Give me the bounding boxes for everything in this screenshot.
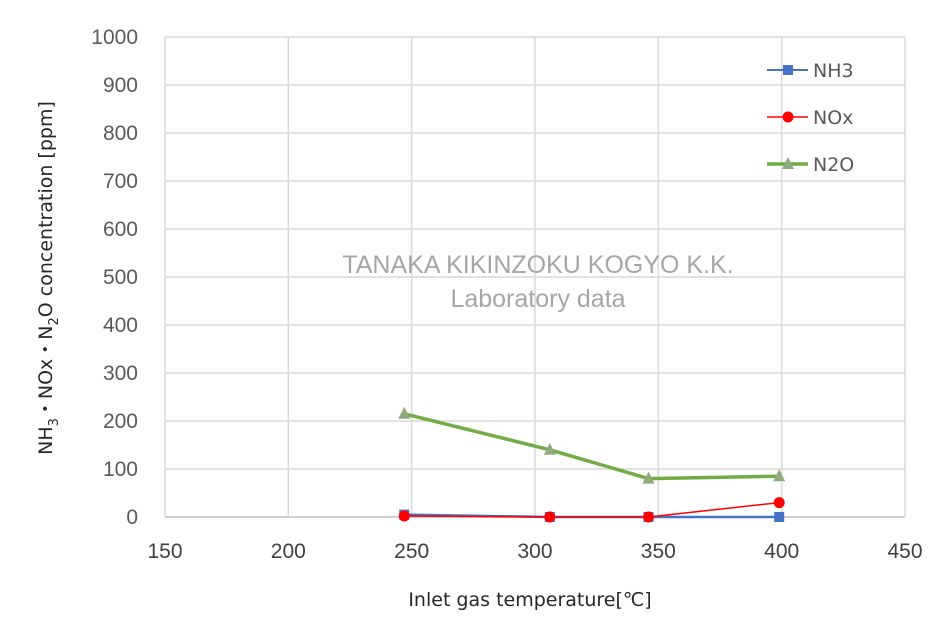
circle-marker-icon (544, 511, 556, 523)
square-marker-icon (774, 512, 785, 522)
x-tick-label: 300 (517, 540, 552, 563)
x-tick-label: 350 (641, 540, 676, 563)
series-nox (398, 497, 785, 523)
y-tick-label: 600 (103, 218, 138, 241)
x-tick-label: 150 (147, 540, 182, 563)
y-tick-label: 1000 (91, 26, 138, 49)
y-tick-label: 200 (103, 410, 138, 433)
y-tick-label: 800 (103, 122, 138, 145)
y-tick-label: 400 (103, 314, 138, 337)
y-tick-label: 300 (103, 362, 138, 385)
x-tick-label: 200 (271, 540, 306, 563)
x-tick-label: 250 (394, 540, 429, 563)
y-tick-label: 500 (103, 266, 138, 289)
square-marker-icon (783, 65, 793, 75)
y-tick-label: 0 (126, 506, 138, 529)
legend-item-n2o: N2O (767, 154, 854, 176)
triangle-marker-icon (773, 469, 786, 482)
legend: NH3 NOx N2O (767, 60, 854, 176)
gridlines (164, 36, 906, 518)
x-tick-label: 450 (887, 540, 922, 563)
circle-marker-icon (782, 111, 794, 123)
triangle-marker-icon (543, 442, 556, 455)
triangle-marker-icon (782, 157, 794, 169)
legend-label: NH3 (813, 60, 854, 82)
circle-marker-icon (642, 511, 654, 523)
legend-item-nox: NOx (767, 107, 853, 129)
triangle-marker-icon (642, 471, 655, 484)
data-series (398, 406, 786, 523)
x-axis-ticks: 150 200 250 300 350 400 450 (147, 540, 922, 563)
y-tick-label: 700 (103, 170, 138, 193)
y-axis-ticks: 0 100 200 300 400 500 600 700 800 900 1000 (91, 26, 138, 529)
watermark: TANAKA KIKINZOKU KOGYO K.K. Laboratory d… (342, 251, 733, 313)
legend-label: NOx (813, 107, 853, 129)
y-axis-title: NH3・NOx・N2O concentration [ppm] (35, 101, 62, 455)
y-tick-label: 100 (103, 458, 138, 481)
legend-item-nh3: NH3 (767, 60, 854, 82)
triangle-marker-icon (398, 406, 411, 419)
x-axis-title: Inlet gas temperature[℃] (408, 589, 651, 611)
watermark-line-1: TANAKA KIKINZOKU KOGYO K.K. (342, 251, 733, 279)
y-tick-label: 900 (103, 74, 138, 97)
legend-label: N2O (813, 154, 854, 176)
series-n2o (398, 406, 786, 484)
circle-marker-icon (773, 497, 785, 509)
x-tick-label: 400 (764, 540, 799, 563)
circle-marker-icon (398, 510, 410, 522)
watermark-line-2: Laboratory data (450, 285, 625, 313)
